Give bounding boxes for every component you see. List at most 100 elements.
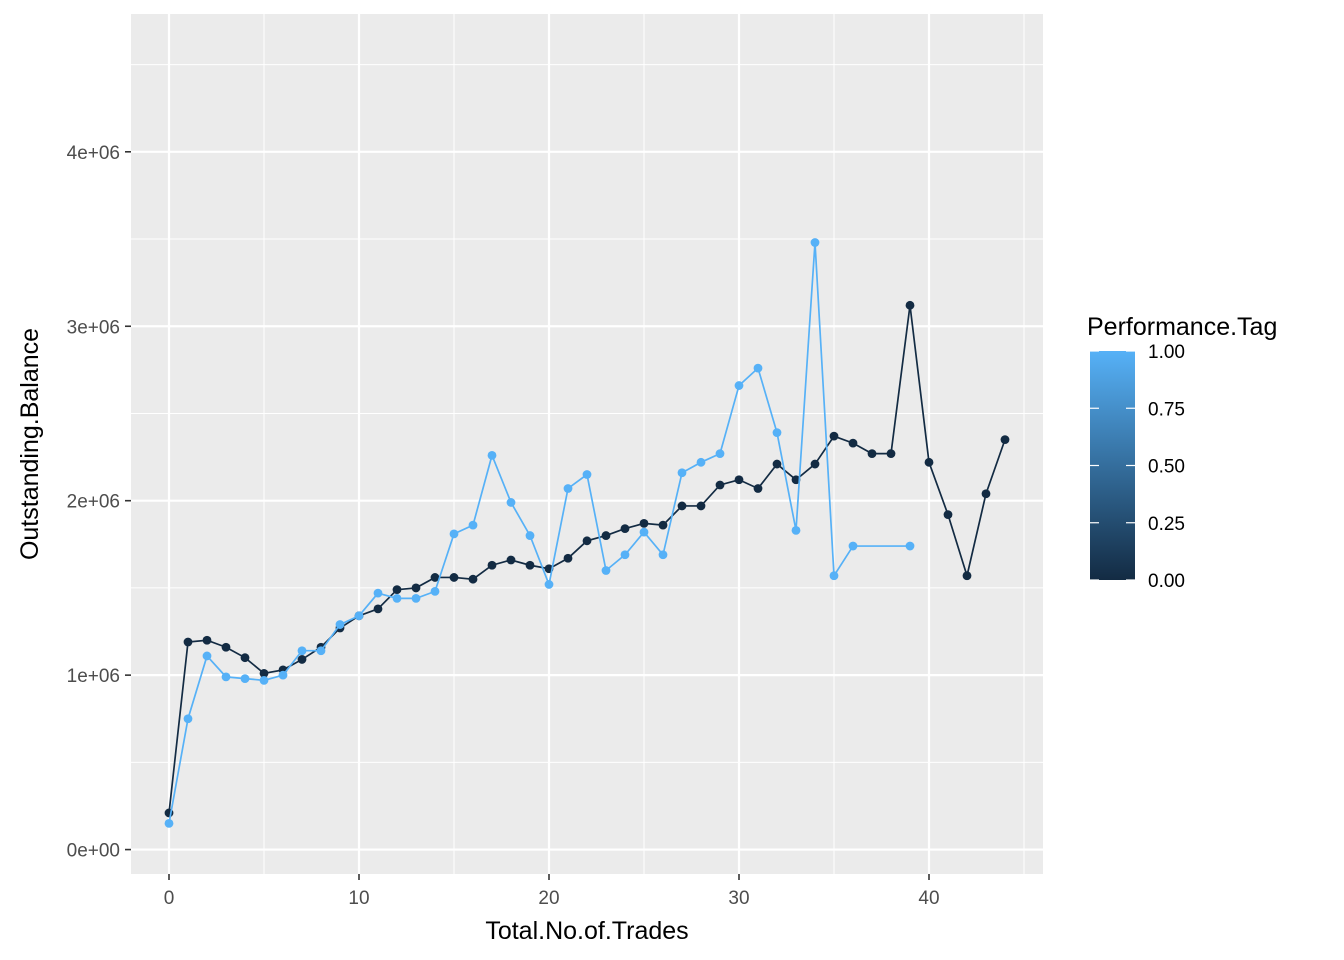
data-point [582, 536, 592, 546]
data-point [373, 604, 383, 614]
data-point [563, 553, 573, 563]
data-point [392, 593, 402, 603]
data-point [468, 520, 478, 530]
data-point [240, 653, 250, 663]
series-tag-1 [164, 238, 915, 828]
data-point [696, 501, 706, 511]
y-tick-label: 0e+00 [67, 841, 120, 862]
data-point [506, 555, 516, 565]
data-point [601, 531, 611, 540]
data-point [221, 672, 231, 682]
x-tick-label: 0 [164, 888, 175, 909]
data-point [905, 300, 915, 310]
data-point [734, 381, 744, 390]
data-point [715, 449, 725, 458]
data-point [658, 550, 668, 560]
y-axis-title: Outstanding.Balance [16, 328, 44, 560]
colorbar-labels: 1.00 0.75 0.50 0.25 0.00 [1148, 342, 1185, 592]
data-point [582, 470, 592, 479]
colorbar-label: 0.50 [1148, 457, 1185, 478]
data-point [981, 489, 991, 499]
x-axis-title: Total.No.of.Trades [485, 917, 688, 945]
data-point [753, 484, 763, 493]
data-point [810, 238, 820, 247]
colorbar-label: 0.00 [1148, 571, 1185, 592]
data-point [202, 651, 212, 661]
axis-ticks [125, 151, 930, 880]
data-point [506, 498, 516, 507]
legend: Performance.Tag 1.00 0.75 0.50 0.25 0.00 [1087, 313, 1277, 592]
y-tick-labels: 0e+00 1e+06 2e+06 3e+06 4e+06 [67, 143, 120, 862]
data-point [905, 541, 915, 551]
data-point [924, 457, 934, 467]
data-point [259, 668, 269, 678]
minor-gridlines [131, 14, 1043, 874]
data-point [525, 560, 535, 570]
data-point [316, 646, 326, 656]
data-point [392, 585, 402, 595]
data-point [183, 637, 193, 647]
legend-title: Performance.Tag [1087, 313, 1277, 341]
data-point [943, 510, 953, 520]
data-point [848, 438, 858, 448]
data-point [867, 449, 877, 458]
data-point [639, 527, 649, 537]
data-point [696, 457, 706, 467]
x-tick-label: 40 [918, 888, 939, 909]
data-point [202, 635, 212, 645]
data-point [772, 459, 782, 469]
data-point [810, 459, 820, 469]
data-point [449, 573, 459, 582]
data-point [525, 531, 535, 540]
data-point [430, 573, 440, 582]
colorbar-label: 1.00 [1148, 342, 1185, 363]
data-point [677, 468, 687, 478]
y-tick-label: 2e+06 [67, 492, 120, 513]
y-tick-label: 4e+06 [67, 143, 120, 164]
data-point [221, 642, 231, 652]
x-tick-label: 10 [348, 888, 369, 909]
data-point [848, 541, 858, 551]
data-point [487, 450, 497, 460]
data-point [259, 675, 269, 685]
data-point [791, 475, 801, 485]
data-point [620, 524, 630, 534]
y-tick-label: 1e+06 [67, 666, 120, 687]
data-point [1000, 435, 1010, 445]
data-point [183, 714, 193, 724]
data-point [449, 529, 459, 539]
x-tick-label: 20 [538, 888, 559, 909]
data-point [791, 525, 801, 535]
data-point [297, 655, 307, 664]
data-point [639, 518, 649, 528]
data-point [829, 571, 839, 581]
series-layer [164, 238, 1010, 828]
panel-background [131, 14, 1043, 874]
data-point [354, 611, 364, 621]
data-point [544, 580, 554, 589]
data-point [373, 588, 383, 598]
data-point [620, 550, 630, 560]
data-point [677, 501, 687, 511]
colorbar-label: 0.75 [1148, 399, 1185, 420]
data-point [772, 428, 782, 438]
x-tick-label: 30 [728, 888, 749, 909]
x-tick-labels: 0 10 20 30 40 [164, 888, 940, 909]
data-point [430, 587, 440, 596]
data-point [164, 819, 174, 828]
data-point [563, 484, 573, 493]
data-point [886, 449, 896, 458]
data-point [411, 593, 421, 603]
colorbar-ticks [1090, 350, 1135, 581]
data-point [487, 560, 497, 570]
major-gridlines [131, 14, 1043, 874]
data-point [240, 674, 250, 684]
data-point [411, 583, 421, 593]
data-point [601, 566, 611, 575]
data-point [734, 475, 744, 485]
data-point [278, 670, 288, 680]
colorbar-label: 0.25 [1148, 514, 1185, 535]
data-point [962, 571, 972, 581]
data-point [468, 574, 478, 584]
